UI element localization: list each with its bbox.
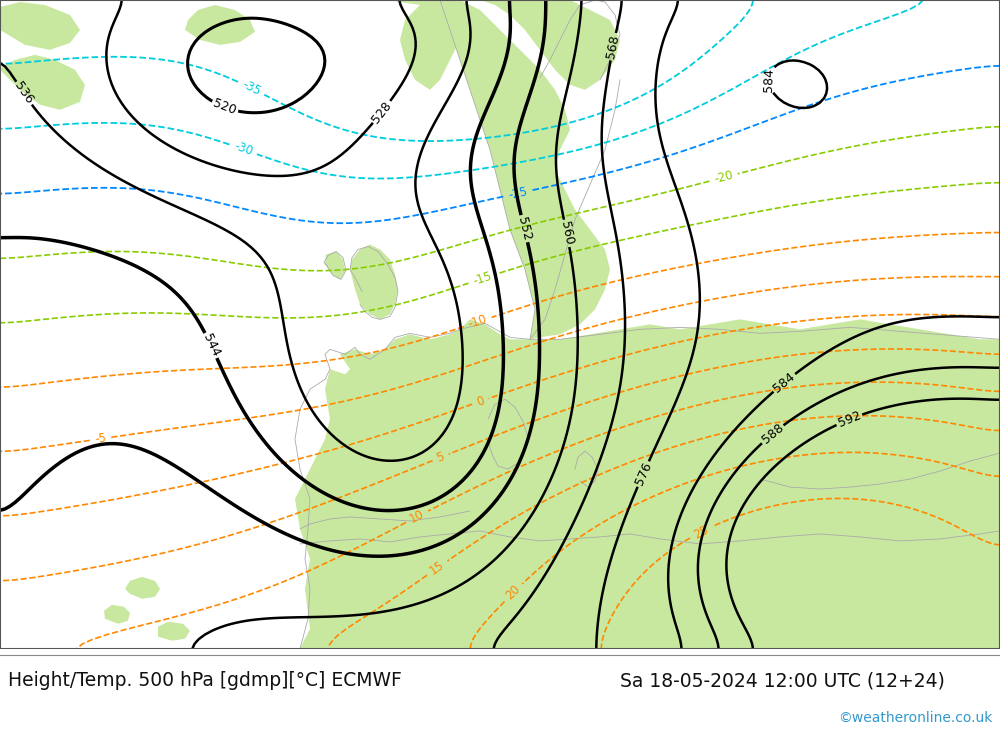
Text: ©weatheronline.co.uk: ©weatheronline.co.uk	[838, 711, 992, 725]
Polygon shape	[440, 0, 610, 339]
Text: 576: 576	[632, 460, 654, 487]
Polygon shape	[125, 577, 160, 599]
Text: 592: 592	[836, 409, 863, 430]
Text: 520: 520	[211, 97, 238, 118]
Polygon shape	[295, 320, 1000, 649]
Text: -25: -25	[507, 185, 528, 202]
Text: 536: 536	[12, 80, 36, 107]
Text: -15: -15	[471, 270, 494, 288]
Polygon shape	[185, 5, 255, 45]
Polygon shape	[390, 0, 620, 90]
Polygon shape	[104, 605, 130, 624]
Text: 584: 584	[762, 67, 776, 92]
Text: 5: 5	[435, 450, 446, 465]
Polygon shape	[0, 55, 85, 110]
Polygon shape	[484, 399, 530, 469]
Text: 10: 10	[407, 507, 427, 526]
Polygon shape	[158, 622, 190, 641]
Text: 568: 568	[604, 34, 622, 59]
Text: 544: 544	[200, 332, 222, 359]
Text: 560: 560	[558, 221, 575, 246]
Text: -10: -10	[467, 313, 489, 331]
Text: 15: 15	[427, 559, 447, 578]
Polygon shape	[400, 0, 460, 90]
Polygon shape	[400, 529, 1000, 649]
Polygon shape	[785, 424, 1000, 487]
Polygon shape	[0, 2, 80, 50]
Text: Sa 18-05-2024 12:00 UTC (12+24): Sa 18-05-2024 12:00 UTC (12+24)	[620, 671, 945, 690]
Polygon shape	[325, 251, 345, 279]
Text: -20: -20	[713, 169, 735, 186]
Text: -35: -35	[240, 78, 263, 98]
Text: 552: 552	[515, 216, 533, 242]
Text: 528: 528	[369, 99, 394, 125]
Text: -30: -30	[232, 140, 254, 158]
Text: Height/Temp. 500 hPa [gdmp][°C] ECMWF: Height/Temp. 500 hPa [gdmp][°C] ECMWF	[8, 671, 402, 690]
Text: 588: 588	[759, 421, 786, 446]
Text: -5: -5	[94, 432, 107, 446]
Polygon shape	[350, 245, 398, 320]
Text: 25: 25	[691, 523, 711, 541]
Text: 0: 0	[475, 394, 486, 409]
Text: 20: 20	[503, 583, 523, 603]
Text: 584: 584	[771, 370, 798, 395]
